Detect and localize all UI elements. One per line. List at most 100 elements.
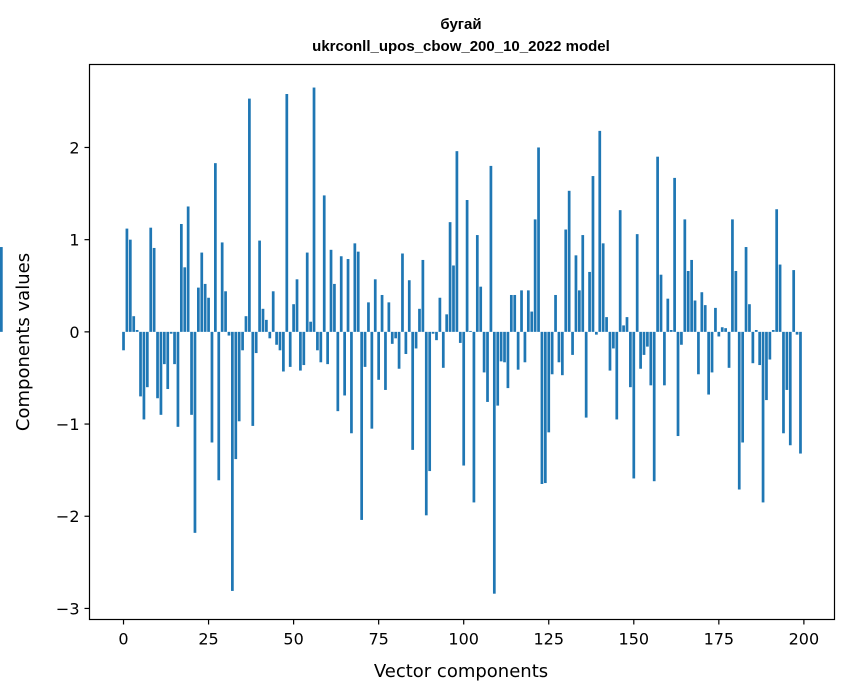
bar: [373, 279, 377, 332]
bar: [771, 330, 775, 332]
bar: [220, 242, 224, 332]
bar: [261, 308, 265, 332]
bar: [799, 331, 802, 454]
bar: [785, 331, 789, 390]
bar: [761, 331, 765, 503]
bar: [326, 331, 329, 365]
bar: [360, 331, 364, 520]
bar: [248, 98, 251, 332]
bar: [346, 259, 350, 332]
bar: [186, 206, 190, 332]
bar: [173, 331, 176, 365]
bar: [788, 331, 792, 446]
bar: [152, 247, 156, 332]
bar: [159, 331, 163, 415]
bars-group: [0, 87, 802, 594]
bar: [302, 331, 306, 366]
x-axis-label: Vector components: [374, 661, 548, 682]
bar: [166, 331, 170, 390]
bar: [496, 331, 500, 406]
bar: [295, 279, 299, 332]
bar: [203, 283, 207, 332]
plot-frame: [88, 63, 836, 621]
bar: [612, 331, 615, 349]
bar: [414, 331, 418, 349]
bar: [693, 300, 697, 332]
bar: [271, 291, 275, 332]
bar: [768, 331, 772, 360]
bar: [492, 331, 496, 594]
bar: [367, 302, 370, 332]
bar: [421, 259, 425, 332]
bar: [543, 331, 547, 484]
bar: [564, 229, 568, 332]
bar: [312, 87, 316, 332]
bar: [305, 252, 309, 332]
bar: [390, 331, 394, 344]
bar: [139, 331, 142, 397]
bar: [669, 330, 673, 332]
bar: [278, 331, 282, 351]
bar: [227, 331, 231, 336]
bar: [387, 302, 391, 332]
bar: [533, 219, 537, 332]
bar: [724, 328, 727, 332]
bar: [411, 331, 415, 450]
bar: [629, 331, 632, 388]
bar: [193, 331, 197, 533]
bar: [156, 331, 159, 399]
bar: [309, 321, 312, 332]
bar: [697, 331, 700, 375]
bar: [452, 265, 455, 332]
bar: [254, 331, 258, 354]
bar: [435, 331, 438, 341]
bar: [690, 259, 693, 332]
bar: [479, 286, 483, 332]
x-tick-label: 25: [198, 630, 218, 649]
bar: [404, 331, 408, 354]
x-tick-label: 50: [283, 630, 303, 649]
bar: [605, 317, 608, 332]
bar: [258, 240, 261, 332]
bar: [455, 151, 459, 332]
bar: [275, 331, 278, 345]
bar: [190, 331, 193, 415]
bar: [506, 331, 510, 389]
bar: [588, 271, 591, 332]
bar: [571, 331, 574, 355]
bar: [469, 330, 472, 332]
bar: [540, 331, 544, 484]
bar: [663, 331, 666, 386]
bar: [635, 234, 639, 332]
bar: [356, 251, 360, 332]
bar: [748, 304, 751, 332]
bar: [282, 331, 285, 372]
bar: [537, 147, 540, 332]
bar: [550, 331, 554, 375]
y-axis-ticks: −3 −2 −1 0 1 2: [56, 138, 90, 618]
x-axis-ticks: 0 25 50 75 100 125 150 175 200: [118, 619, 819, 649]
bar: [122, 331, 125, 351]
bar: [343, 331, 346, 396]
bar: [0, 247, 3, 332]
bar: [214, 163, 217, 332]
bar: [557, 331, 561, 363]
bar: [595, 331, 598, 335]
bar: [183, 267, 187, 332]
bar: [224, 291, 227, 332]
bar: [642, 331, 646, 355]
bar: [680, 331, 683, 345]
chart-title: бугай: [440, 16, 481, 33]
bar: [489, 165, 493, 332]
bar: [554, 294, 557, 332]
x-tick-label: 150: [619, 630, 650, 649]
x-tick-label: 100: [448, 630, 479, 649]
bar: [486, 331, 489, 402]
bar: [363, 331, 367, 367]
bar: [601, 243, 605, 332]
bar: [516, 331, 520, 370]
bar: [179, 223, 183, 332]
bar: [758, 331, 762, 366]
